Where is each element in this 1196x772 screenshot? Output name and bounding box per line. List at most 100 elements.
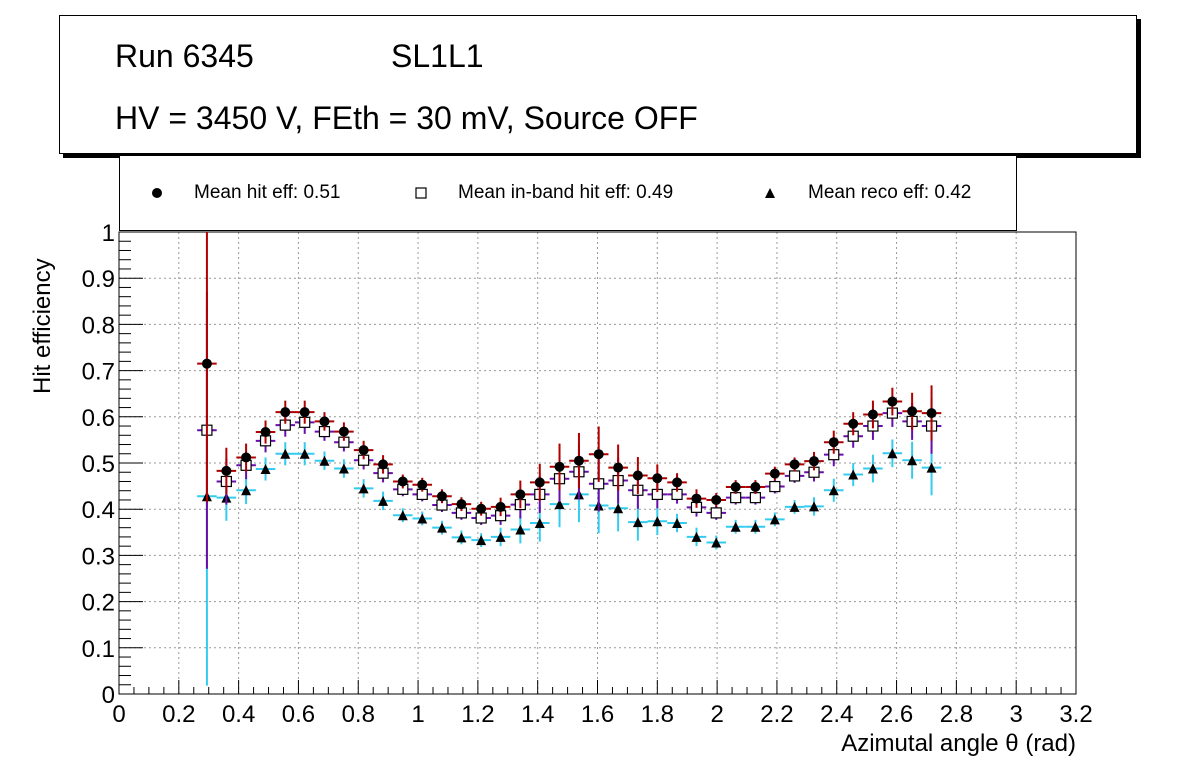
data-point bbox=[632, 470, 643, 481]
data-point bbox=[397, 476, 408, 487]
x-tick-label: 2.6 bbox=[880, 701, 913, 728]
x-tick-label: 3.2 bbox=[1059, 701, 1092, 728]
data-point bbox=[338, 463, 349, 474]
data-point bbox=[515, 489, 526, 500]
data-point bbox=[515, 524, 526, 535]
x-tick-label: 0.6 bbox=[282, 701, 315, 728]
data-point bbox=[397, 510, 408, 521]
data-point bbox=[907, 455, 918, 466]
data-point bbox=[554, 499, 565, 510]
data-point bbox=[750, 482, 761, 493]
layer-label: SL1L1 bbox=[391, 38, 484, 74]
data-point bbox=[280, 448, 291, 459]
data-point bbox=[828, 485, 839, 496]
data-point bbox=[280, 407, 291, 418]
data-point bbox=[711, 494, 722, 505]
data-point bbox=[789, 459, 800, 470]
data-point bbox=[848, 418, 859, 429]
legend-inband-marker bbox=[415, 187, 427, 199]
data-point bbox=[573, 455, 584, 466]
data-point bbox=[907, 406, 918, 417]
data-point bbox=[691, 531, 702, 542]
y-tick-label: 0.6 bbox=[82, 405, 115, 432]
data-point bbox=[378, 495, 389, 506]
data-point bbox=[358, 483, 369, 494]
data-point bbox=[691, 493, 702, 504]
x-tick-label: 1.4 bbox=[521, 701, 554, 728]
data-point bbox=[730, 482, 741, 493]
data-point bbox=[260, 427, 271, 438]
x-tick-label: 1.8 bbox=[641, 701, 674, 728]
series-hit bbox=[197, 232, 942, 517]
y-tick-label: 0.8 bbox=[82, 312, 115, 339]
run-label: Run 6345 bbox=[115, 38, 254, 74]
data-point bbox=[613, 503, 624, 514]
y-tick-label: 0.3 bbox=[82, 543, 115, 570]
legend-inband-label: Mean in-band hit eff: 0.49 bbox=[458, 182, 674, 203]
data-point bbox=[495, 531, 506, 542]
data-point bbox=[221, 465, 232, 476]
data-point bbox=[749, 492, 762, 504]
data-point bbox=[476, 503, 487, 514]
legend-reco-marker bbox=[765, 188, 775, 198]
data-point bbox=[769, 468, 780, 479]
x-tick-label: 2 bbox=[710, 701, 723, 728]
legend: Mean hit eff: 0.51 Mean in-band hit eff:… bbox=[119, 156, 1017, 231]
data-point bbox=[456, 499, 467, 510]
y-tick-label: 0.2 bbox=[82, 590, 115, 617]
data-point bbox=[652, 516, 663, 527]
x-tick-label: 0 bbox=[112, 701, 125, 728]
data-point bbox=[887, 448, 898, 459]
data-point bbox=[730, 521, 741, 532]
x-tick-label: 3 bbox=[1010, 701, 1023, 728]
data-point bbox=[417, 513, 428, 524]
series-inband bbox=[197, 291, 942, 569]
y-tick-label: 0.7 bbox=[82, 359, 115, 386]
x-tick-label: 0.2 bbox=[162, 701, 195, 728]
legend-hit-label: Mean hit eff: 0.51 bbox=[194, 182, 341, 203]
data-point bbox=[769, 480, 781, 493]
data-point bbox=[867, 463, 878, 474]
y-tick-label: 1 bbox=[102, 220, 115, 247]
data-point bbox=[613, 462, 624, 473]
data-point bbox=[554, 461, 565, 472]
data-point bbox=[769, 514, 780, 525]
data-point bbox=[534, 477, 545, 488]
data-point bbox=[456, 532, 467, 543]
data-point bbox=[495, 501, 506, 512]
data-point bbox=[926, 462, 937, 473]
x-axis-title: Azimutal angle θ (rad) bbox=[841, 730, 1076, 757]
data-point bbox=[711, 537, 722, 548]
data-point bbox=[593, 449, 604, 460]
x-tick-label: 2.2 bbox=[760, 701, 793, 728]
data-point bbox=[260, 464, 271, 475]
data-point bbox=[867, 409, 878, 420]
data-point bbox=[672, 518, 683, 529]
legend-reco-label: Mean reco eff: 0.42 bbox=[808, 182, 972, 203]
x-tick-label: 2.8 bbox=[940, 701, 973, 728]
data-point bbox=[436, 491, 447, 502]
data-point bbox=[319, 455, 330, 466]
y-axis-title: Hit efficiency bbox=[29, 258, 56, 394]
data-point bbox=[828, 437, 839, 448]
data-point bbox=[848, 469, 859, 480]
y-tick-label: 0.4 bbox=[82, 497, 115, 524]
data-point bbox=[730, 492, 742, 504]
data-point bbox=[534, 518, 545, 529]
data-point bbox=[632, 517, 643, 528]
legend-markers bbox=[152, 187, 775, 199]
y-tick-label: 0.9 bbox=[82, 266, 115, 293]
data-point bbox=[809, 456, 820, 467]
y-tick-label: 0.1 bbox=[82, 636, 115, 663]
y-tick-label: 0.5 bbox=[82, 451, 115, 478]
data-point bbox=[319, 416, 330, 427]
data-point bbox=[201, 358, 212, 369]
x-tick-label: 0.4 bbox=[222, 701, 255, 728]
data-point bbox=[476, 535, 487, 546]
data-point bbox=[887, 396, 898, 407]
data-point bbox=[378, 459, 389, 470]
data-point bbox=[789, 501, 800, 512]
legend-hit-marker bbox=[152, 188, 162, 198]
data-point bbox=[338, 426, 349, 437]
